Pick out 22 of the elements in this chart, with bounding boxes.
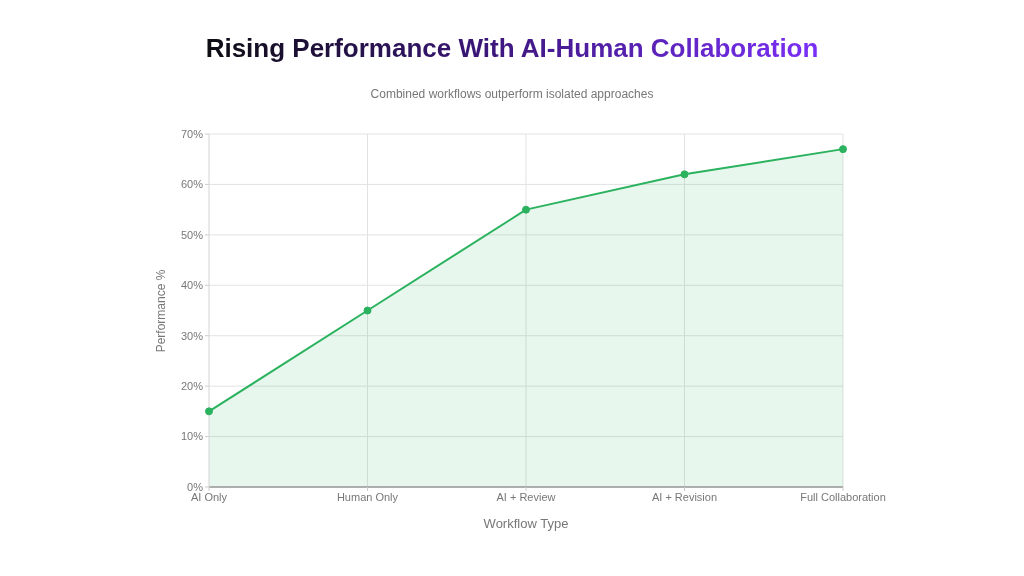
chart-subtitle: Combined workflows outperform isolated approaches: [370, 87, 654, 101]
point: [522, 205, 530, 214]
x-tick-label: AI + Review: [496, 490, 556, 503]
y-tick-label: 30%: [180, 329, 204, 342]
x-tick-label: AI Only: [190, 490, 228, 503]
y-axis-title: Performance %: [154, 269, 168, 353]
x-axis-title: Workflow Type: [483, 516, 569, 531]
y-tick-label: 60%: [180, 178, 204, 191]
x-tick-label: AI + Revision: [651, 490, 718, 503]
y-tick-label: 20%: [180, 380, 204, 393]
point: [680, 170, 689, 179]
y-tick-label: 70%: [180, 127, 204, 140]
y-tick-label: 10%: [180, 430, 204, 443]
y-tick-label: 0%: [187, 480, 204, 493]
y-tick-label: 50%: [180, 228, 204, 241]
x-tick-label: Full Collaboration: [800, 490, 886, 503]
point: [205, 407, 213, 416]
chart-title: Rising Performance With AI-Human Collaboration: [205, 33, 819, 63]
point: [363, 306, 372, 315]
y-tick-label: 40%: [180, 279, 204, 292]
x-tick-label: Human Only: [336, 490, 399, 503]
point: [839, 145, 847, 154]
